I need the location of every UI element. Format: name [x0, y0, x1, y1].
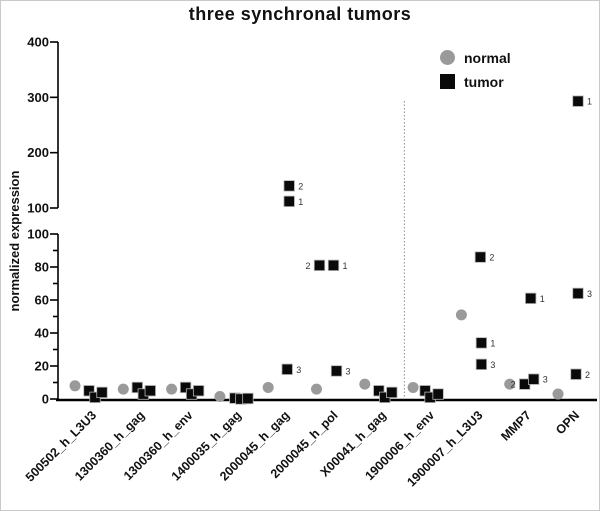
tumor-number-label: 1 — [298, 197, 303, 207]
y-axis-tick-label: 80 — [35, 260, 49, 275]
normal-point-OPN — [552, 388, 564, 400]
tumor-number-label: 3 — [543, 375, 548, 385]
y-axis-tick-label: 0 — [42, 392, 49, 407]
tumor-point-X00041_h_gag-3 — [386, 386, 398, 399]
tumor-point-500502_h_L3U3-3 — [96, 386, 108, 399]
tumor-number-label: 2 — [511, 380, 516, 390]
normal-point-1900007_h_L3U3 — [455, 309, 467, 321]
y-axis-tick-label: 40 — [35, 326, 49, 341]
tumor-point-MMP7-3 — [525, 292, 537, 305]
normal-point-1300360_h_gag — [117, 383, 129, 395]
tumor-number-label: 2 — [305, 261, 310, 271]
tumor-point-1400035_h_gag-3 — [242, 392, 254, 405]
tumor-point-500502_h_L3U3-1 — [83, 385, 95, 397]
y-axis-tick-label: 60 — [35, 293, 49, 308]
tumor-point-2000045_h_pol-2 — [327, 259, 340, 272]
tumor-number-label: 3 — [296, 365, 301, 375]
tumor-point-2000045_h_gag-1 — [283, 180, 295, 192]
legend-item-normal: normal — [440, 48, 511, 67]
tumor-point-MMP7-2 — [528, 373, 540, 385]
tumor-point-X00041_h_gag-1 — [373, 385, 385, 397]
tumor-point-1900007_h_L3U3-1 — [474, 251, 487, 263]
tumor-number-label: 1 — [490, 338, 495, 348]
y-axis-tick-label: 400 — [27, 35, 49, 50]
chart-title: three synchronal tumors — [188, 4, 412, 24]
tumor-number-label: 1 — [587, 97, 592, 107]
tumor-point-OPN-2 — [572, 287, 584, 300]
tumor-point-1900007_h_L3U3-3 — [475, 358, 488, 371]
tumor-point-1300360_h_env-1 — [179, 381, 192, 394]
tumor-point-1900006_h_env-3 — [432, 388, 444, 400]
tumor-number-label: 2 — [489, 253, 494, 263]
tumor-number-label: 1 — [343, 261, 348, 271]
y-axis-tick-label: 100 — [27, 227, 49, 242]
tumor-point-1300360_h_gag-3 — [144, 385, 156, 397]
tumor-square-icon — [440, 74, 455, 89]
tumor-number-label: 2 — [585, 370, 590, 380]
tumor-point-1300360_h_gag-1 — [131, 381, 143, 394]
tumor-number-label: 1 — [540, 294, 545, 304]
normal-point-1400035_h_gag — [214, 391, 226, 403]
y-axis-tick-label: 20 — [35, 359, 49, 374]
legend-item-tumor: tumor — [440, 72, 511, 91]
legend-label-normal: normal — [464, 49, 511, 66]
tumor-point-OPN-1 — [570, 368, 582, 380]
tumor-point-OPN-3 — [572, 95, 584, 107]
normal-point-X00041_h_gag — [359, 378, 371, 390]
normal-circle-icon — [440, 50, 455, 65]
legend-label-tumor: tumor — [464, 73, 504, 90]
normal-point-1900006_h_env — [407, 381, 419, 393]
y-axis-tick-label: 100 — [27, 201, 49, 216]
tumor-number-label: 2 — [298, 181, 303, 191]
normal-point-500502_h_L3U3 — [69, 380, 81, 392]
tumor-point-1900007_h_L3U3-2 — [475, 337, 488, 349]
tumor-number-label: 3 — [346, 366, 351, 376]
normal-point-1300360_h_env — [166, 383, 178, 395]
tumor-number-label: 3 — [490, 360, 495, 370]
tumor-point-1300360_h_env-3 — [192, 385, 205, 397]
tumor-point-2000045_h_pol-3 — [330, 365, 343, 377]
y-axis-tick-label: 300 — [27, 90, 49, 105]
x-axis-category-label: MMP7 — [498, 408, 533, 443]
normal-point-2000045_h_gag — [262, 381, 274, 393]
normal-point-2000045_h_pol — [311, 383, 322, 395]
y-axis-tick-label: 200 — [27, 145, 49, 160]
tumor-number-label: 3 — [587, 289, 592, 299]
tumor-point-2000045_h_gag-2 — [283, 195, 295, 208]
tumor-point-2000045_h_gag-3 — [281, 363, 293, 375]
normal-point-MMP7 — [504, 378, 516, 390]
x-axis-category-label: OPN — [553, 408, 582, 437]
legend: normal tumor — [440, 48, 511, 91]
tumor-point-2000045_h_pol-1 — [313, 259, 326, 272]
